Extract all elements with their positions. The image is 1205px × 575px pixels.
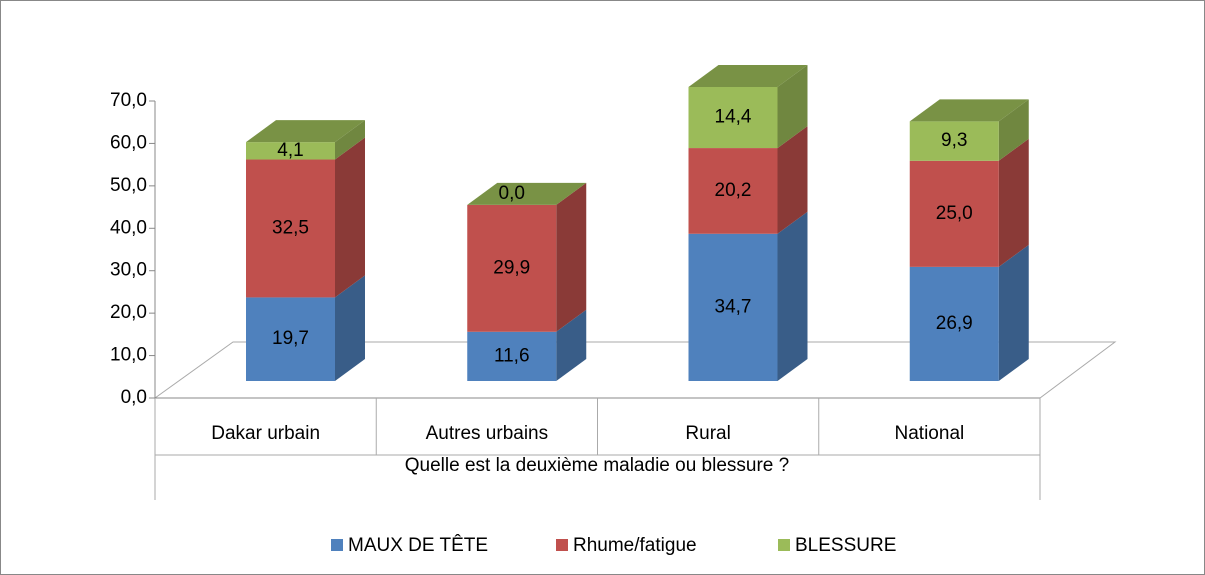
x-tick-label: National (895, 423, 965, 444)
bar-side (998, 138, 1029, 267)
bar-top (246, 120, 365, 143)
legend-swatch (556, 539, 568, 551)
bar-side (777, 126, 808, 234)
y-tick-label: 70,0 (110, 90, 147, 111)
bar-top (688, 64, 808, 87)
bar (467, 331, 557, 381)
bar (909, 160, 999, 267)
bar-side (998, 244, 1029, 381)
data-label: 32,5 (272, 217, 309, 238)
data-label: 11,6 (494, 345, 530, 366)
bar (688, 86, 778, 149)
bar (246, 159, 335, 298)
bar-side (777, 211, 808, 381)
data-label: 20,2 (715, 180, 752, 201)
data-label: 29,9 (493, 257, 530, 278)
data-label: 9,3 (941, 130, 967, 151)
bar (246, 297, 335, 381)
y-tick-label: 30,0 (110, 260, 147, 281)
legend-label: Rhume/fatigue (573, 535, 697, 556)
x-tick-label: Rural (685, 423, 730, 444)
bar-side (556, 309, 587, 381)
data-label: 14,4 (715, 107, 752, 128)
legend-swatch (778, 539, 790, 551)
bar (909, 121, 999, 161)
bar-top (467, 182, 587, 205)
data-label: 25,0 (936, 203, 973, 224)
y-tick-label: 20,0 (110, 302, 147, 323)
bar (246, 142, 335, 160)
bar-side (335, 137, 365, 298)
data-label: 19,7 (272, 328, 309, 349)
bar-side (998, 99, 1029, 161)
bar-side (335, 120, 365, 160)
data-label: 26,9 (936, 313, 973, 334)
x-axis-title: Quelle est la deuxième maladie ou blessu… (405, 455, 789, 476)
data-label: 0,0 (499, 183, 525, 204)
y-tick-label: 50,0 (110, 175, 147, 196)
bar-top (909, 99, 1029, 122)
bar (909, 266, 999, 381)
y-tick-label: 60,0 (110, 132, 147, 153)
x-tick-label: Dakar urbain (211, 423, 320, 444)
x-tick-label: Autres urbains (426, 423, 549, 444)
data-label: 4,1 (277, 140, 303, 161)
legend-label: BLESSURE (795, 535, 896, 556)
y-tick-label: 40,0 (110, 217, 147, 238)
legend-swatch (331, 539, 343, 551)
bar (688, 233, 778, 381)
bar (467, 204, 557, 332)
bar-side (335, 275, 365, 381)
bar-side (777, 64, 808, 149)
bar-side (556, 182, 587, 332)
y-tick-label: 10,0 (110, 345, 147, 366)
y-tick-label: 0,0 (121, 387, 147, 408)
legend-label: MAUX DE TÊTE (348, 534, 488, 556)
bar (688, 148, 778, 234)
data-label: 34,7 (715, 296, 752, 317)
